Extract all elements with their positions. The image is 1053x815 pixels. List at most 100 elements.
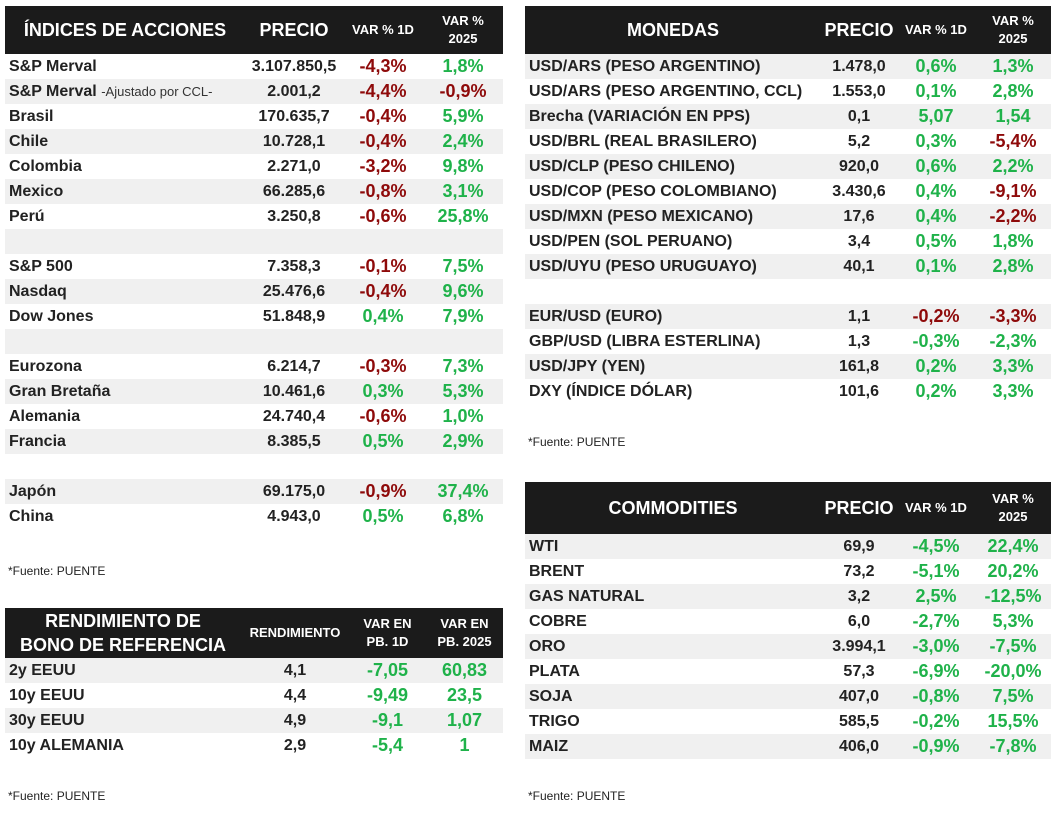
commodity-var-1d: -4,5%: [897, 534, 975, 559]
bond-bp-ytd: 1,07: [426, 708, 503, 733]
index-name-text: Dow Jones: [9, 308, 94, 325]
index-var-ytd-text: 2,4%: [442, 131, 484, 151]
index-var-ytd: 5,3%: [423, 379, 503, 404]
currency-name-text: USD/JPY (YEN): [529, 358, 646, 375]
currency-name: GBP/USD (LIBRA ESTERLINA): [529, 329, 760, 354]
indices-table-body: S&P Merval 3.107.850,5 -4,3% 1,8% S&P Merval…: [5, 54, 503, 529]
currency-price-text: 1.478,0: [832, 58, 886, 75]
index-price-text: 3.250,8: [267, 208, 321, 225]
index-var-1d-text: -0,1%: [359, 256, 407, 276]
currency-var-1d: 0,4%: [897, 204, 975, 229]
currency-var-ytd: -2,2%: [975, 204, 1051, 229]
currencies-var-ytd-line2: 2025: [998, 31, 1028, 46]
index-price: 7.358,3: [245, 254, 343, 279]
bond-name: 10y ALEMANIA: [9, 733, 124, 758]
currency-name: USD/COP (PESO COLOMBIANO): [529, 179, 777, 204]
index-var-ytd-text: 5,9%: [442, 106, 484, 126]
currency-var-1d-text: 0,1%: [915, 81, 957, 101]
index-var-1d: -4,3%: [343, 54, 423, 79]
bonds-header: RENDIMIENTO DE BONO DE REFERENCIA RENDIM…: [5, 608, 503, 658]
currencies-panel: MONEDAS PRECIO VAR % 1D VAR % 2025 USD/A…: [525, 6, 1051, 404]
var-ytd-header-line1: VAR %: [442, 13, 484, 29]
currency-price: 1.553,0: [821, 79, 897, 104]
index-price-text: 69.175,0: [262, 483, 326, 500]
index-price: 66.285,6: [245, 179, 343, 204]
currency-name-text: USD/BRL (REAL BRASILERO): [529, 133, 757, 150]
currency-name: EUR/USD (EURO): [529, 304, 662, 329]
commodity-var-ytd: 22,4%: [975, 534, 1051, 559]
index-var-1d: -0,4%: [343, 129, 423, 154]
index-var-ytd: 1,0%: [423, 404, 503, 429]
index-var-ytd-text: -0,9%: [439, 81, 487, 101]
commodity-name-text: BRENT: [529, 563, 585, 580]
bond-yield: 4,4: [241, 683, 349, 708]
currency-price-text: 0,1: [847, 108, 871, 125]
commodities-table-body: WTI 69,9 -4,5% 22,4% BRENT 73,2 -5,1% 20,2% GAS …: [525, 534, 1051, 759]
commodity-var-1d: -0,8%: [897, 684, 975, 709]
index-price: 6.214,7: [245, 354, 343, 379]
currency-var-ytd: -9,1%: [975, 179, 1051, 204]
index-row: Dow Jones 51.848,9 0,4% 7,9%: [5, 304, 503, 329]
currency-name-text: USD/UYU (PESO URUGUAYO): [529, 258, 757, 275]
commodity-name: SOJA: [529, 684, 573, 709]
index-name: China: [9, 504, 53, 529]
bond-row: 10y ALEMANIA 2,9 -5,4 1: [5, 733, 503, 758]
index-name-text: Nasdaq: [9, 283, 67, 300]
index-name-text: Alemania: [9, 408, 81, 425]
currency-name-text: USD/CLP (PESO CHILENO): [529, 158, 735, 175]
index-var-ytd-text: 7,3%: [442, 356, 484, 376]
index-price: 25.476,6: [245, 279, 343, 304]
commodity-price-text: 3,2: [847, 588, 871, 605]
currency-row: USD/ARS (PESO ARGENTINO) 1.478,0 0,6% 1,3%: [525, 54, 1051, 79]
index-var-1d: -4,4%: [343, 79, 423, 104]
commodity-name: GAS NATURAL: [529, 584, 644, 609]
currency-var-1d: 0,2%: [897, 354, 975, 379]
index-spacer-row: [5, 229, 503, 254]
index-price: 10.461,6: [245, 379, 343, 404]
currency-var-ytd: -5,4%: [975, 129, 1051, 154]
index-var-ytd-text: 25,8%: [437, 206, 489, 226]
commodity-var-ytd-text: 22,4%: [987, 536, 1039, 556]
commodity-price-text: 407,0: [838, 688, 880, 705]
index-var-1d-text: -4,4%: [359, 81, 407, 101]
commodity-price-text: 3.994,1: [832, 638, 886, 655]
index-var-ytd-text: 7,5%: [442, 256, 484, 276]
index-var-1d: -0,4%: [343, 279, 423, 304]
index-var-1d: -3,2%: [343, 154, 423, 179]
commodity-name: COBRE: [529, 609, 587, 634]
currency-var-ytd: 2,8%: [975, 254, 1051, 279]
commodity-price: 406,0: [821, 734, 897, 759]
index-row: Perú 3.250,8 -0,6% 25,8%: [5, 204, 503, 229]
currency-var-1d-text: 0,4%: [915, 206, 957, 226]
index-price: 8.385,5: [245, 429, 343, 454]
index-var-1d-text: 0,5%: [362, 506, 404, 526]
index-var-ytd-text: 1,0%: [442, 406, 484, 426]
bond-bp-ytd: 60,83: [426, 658, 503, 683]
commodity-row: WTI 69,9 -4,5% 22,4%: [525, 534, 1051, 559]
index-var-1d-text: -0,9%: [359, 481, 407, 501]
bp-ytd-header-line1: VAR EN: [440, 616, 489, 632]
commodity-name: BRENT: [529, 559, 584, 584]
index-var-1d-text: -4,3%: [359, 56, 407, 76]
currency-name: USD/ARS (PESO ARGENTINO, CCL): [529, 79, 802, 104]
currency-name: USD/UYU (PESO URUGUAYO): [529, 254, 757, 279]
index-var-1d-text: 0,3%: [362, 381, 404, 401]
index-var-1d-text: -0,6%: [359, 406, 407, 426]
currency-price: 920,0: [821, 154, 897, 179]
index-row: Gran Bretaña 10.461,6 0,3% 5,3%: [5, 379, 503, 404]
bond-yield-text: 4,9: [283, 712, 307, 729]
bond-name: 30y EEUU: [9, 708, 85, 733]
currency-price-text: 1,1: [847, 308, 871, 325]
currencies-price-header: PRECIO: [824, 19, 894, 40]
index-name: Chile: [9, 129, 48, 154]
commodity-var-1d: -6,9%: [897, 659, 975, 684]
index-row: Brasil 170.635,7 -0,4% 5,9%: [5, 104, 503, 129]
commodity-var-ytd: 15,5%: [975, 709, 1051, 734]
index-price-text: 10.728,1: [262, 133, 326, 150]
currency-name-text: USD/COP (PESO COLOMBIANO): [529, 183, 777, 200]
bonds-panel: RENDIMIENTO DE BONO DE REFERENCIA RENDIM…: [5, 608, 503, 758]
bond-yield: 4,1: [241, 658, 349, 683]
currency-var-1d: 0,6%: [897, 54, 975, 79]
currency-price: 3.430,6: [821, 179, 897, 204]
commodity-var-1d-text: -4,5%: [912, 536, 960, 556]
